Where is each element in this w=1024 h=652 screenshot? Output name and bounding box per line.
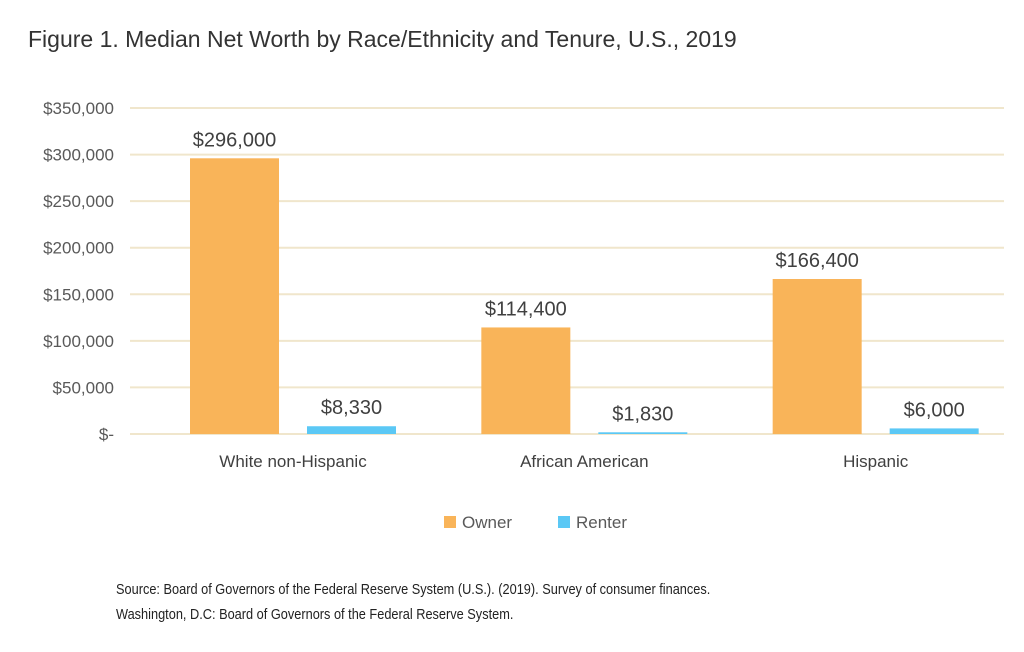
legend-label-renter: Renter <box>576 513 627 532</box>
bar-renter <box>598 432 688 434</box>
y-tick-label: $200,000 <box>43 239 114 258</box>
bar-chart: $- $50,000 $100,000 $150,000 $200,000 $250,00… <box>43 99 1004 532</box>
chart-title: Figure 1. Median Net Worth by Race/Ethni… <box>28 26 737 52</box>
bar-owner <box>481 327 571 434</box>
y-tick-label: $250,000 <box>43 192 114 211</box>
data-label: $166,400 <box>775 250 858 272</box>
y-tick-label: $- <box>99 425 114 444</box>
bar-owner <box>772 279 862 434</box>
x-category-label: Hispanic <box>843 452 909 471</box>
x-category-label: African American <box>520 452 649 471</box>
legend-swatch-renter <box>558 516 570 528</box>
bar-renter <box>889 428 979 434</box>
data-label: $6,000 <box>904 399 965 421</box>
y-tick-label: $350,000 <box>43 99 114 118</box>
y-tick-label: $300,000 <box>43 146 114 165</box>
bar-renter <box>307 426 396 434</box>
data-label: $114,400 <box>485 298 567 320</box>
data-label: $8,330 <box>321 397 382 419</box>
legend-label-owner: Owner <box>462 513 512 532</box>
bar-owner <box>190 158 279 434</box>
source-note: Source: Board of Governors of the Federa… <box>116 578 791 628</box>
data-label: $1,830 <box>612 403 673 425</box>
data-label: $296,000 <box>193 129 276 151</box>
legend-swatch-owner <box>444 516 456 528</box>
x-category-label: White non-Hispanic <box>219 452 367 471</box>
y-tick-label: $50,000 <box>53 378 114 397</box>
source-line-1: Source: Board of Governors of the Federa… <box>116 582 711 598</box>
source-line-2: Washington, D.C: Board of Governors of t… <box>116 607 514 623</box>
y-tick-label: $150,000 <box>43 285 114 304</box>
y-tick-label: $100,000 <box>43 332 114 351</box>
